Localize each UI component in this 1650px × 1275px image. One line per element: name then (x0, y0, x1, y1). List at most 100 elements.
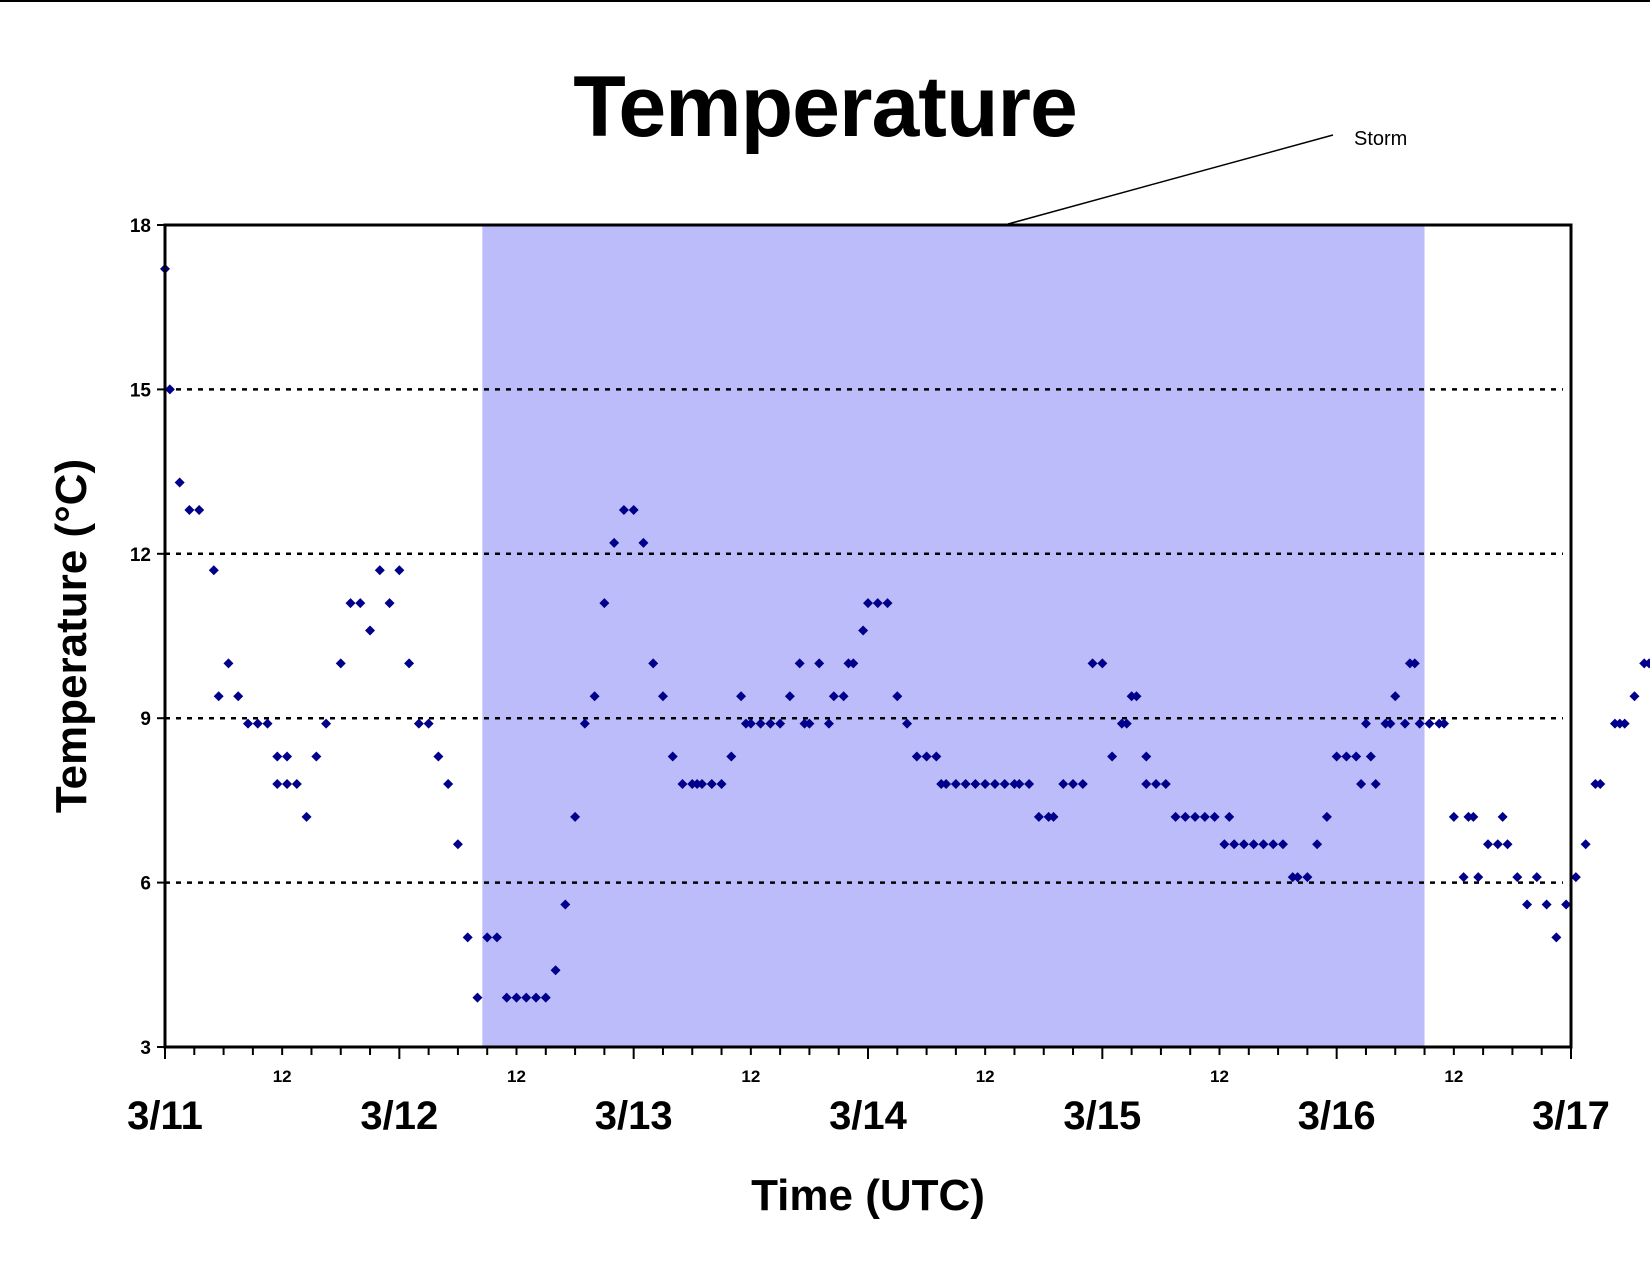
storm-annotation-label: Storm (1354, 128, 1407, 150)
data-point (272, 751, 283, 762)
data-point (443, 778, 454, 789)
data-point (911, 751, 922, 762)
data-point (1312, 839, 1323, 850)
data-point (1497, 811, 1508, 822)
x-minor-tick-label: 12 (976, 1067, 995, 1086)
data-point (1219, 839, 1230, 850)
shaded-regions (482, 225, 1425, 1047)
data-point (706, 778, 717, 789)
data-point (433, 751, 444, 762)
data-point (1033, 811, 1044, 822)
top-border-line (0, 0, 1650, 2)
data-point (194, 504, 205, 515)
storm-annotation: Storm (1007, 128, 1407, 225)
data-point (404, 658, 415, 669)
data-point (1048, 811, 1059, 822)
data-point (1561, 899, 1572, 910)
y-tick-label: 9 (140, 709, 151, 730)
data-point (1097, 658, 1108, 669)
data-point (1199, 811, 1210, 822)
x-date-label: 3/13 (595, 1094, 673, 1138)
data-point (1268, 839, 1279, 850)
data-point (1024, 778, 1035, 789)
x-axis: 12 12 12 12 12 12 3/11 3/12 3/13 3/14 3/15 3/16 3/17 (127, 1047, 1610, 1138)
data-point (1360, 718, 1371, 729)
data-point (1409, 658, 1420, 669)
data-point (1400, 718, 1411, 729)
data-point (1068, 778, 1079, 789)
x-date-label: 3/14 (829, 1094, 908, 1138)
data-point (599, 598, 610, 609)
data-point (452, 839, 463, 850)
data-point (872, 598, 883, 609)
data-point (863, 598, 873, 609)
y-tick-label: 18 (130, 216, 151, 237)
data-point (1331, 751, 1342, 762)
data-point (677, 778, 688, 789)
data-point (1170, 811, 1181, 822)
data-point (1341, 751, 1352, 762)
data-point (291, 778, 302, 789)
data-point (355, 598, 366, 609)
data-point (345, 598, 356, 609)
x-minor-tick-label: 12 (741, 1067, 760, 1086)
data-point (1424, 718, 1435, 729)
data-point (252, 718, 263, 729)
data-point (223, 658, 234, 669)
data-point (472, 992, 483, 1003)
data-point (745, 718, 756, 729)
x-minor-tick-label: 12 (273, 1067, 292, 1086)
data-point (335, 658, 346, 669)
x-axis-title: Time (UTC) (751, 1171, 985, 1220)
data-point (828, 691, 839, 702)
data-point (823, 718, 834, 729)
data-point (531, 992, 542, 1003)
data-point (282, 751, 293, 762)
data-point (1551, 932, 1562, 943)
data-point (184, 504, 195, 515)
data-point (1619, 718, 1630, 729)
data-point (1302, 872, 1313, 883)
data-point (848, 658, 859, 669)
data-point (1458, 872, 1469, 883)
y-tick-label: 6 (140, 874, 151, 895)
data-point (838, 691, 849, 702)
data-point (321, 718, 332, 729)
data-point (755, 718, 766, 729)
data-point (960, 778, 971, 789)
data-point (462, 932, 473, 943)
x-date-label: 3/16 (1298, 1094, 1376, 1138)
x-date-label: 3/11 (127, 1094, 203, 1138)
data-point (301, 811, 312, 822)
data-point (1570, 872, 1581, 883)
x-date-label: 3/17 (1532, 1094, 1610, 1138)
data-point (980, 778, 991, 789)
data-point (814, 658, 825, 669)
data-point (1190, 811, 1201, 822)
data-point (374, 565, 385, 576)
data-point (1209, 811, 1220, 822)
data-point (164, 384, 175, 395)
data-point (1224, 811, 1235, 822)
data-point (233, 691, 244, 702)
data-point (657, 691, 668, 702)
data-point (882, 598, 893, 609)
data-point (1248, 839, 1259, 850)
data-point (242, 718, 253, 729)
data-point (638, 537, 649, 548)
data-point (1077, 778, 1088, 789)
data-point (1468, 811, 1479, 822)
data-point (1522, 899, 1533, 910)
data-point (1141, 751, 1152, 762)
data-point (311, 751, 322, 762)
data-point (1356, 778, 1367, 789)
data-point (1448, 811, 1459, 822)
data-point (213, 691, 224, 702)
data-point (413, 718, 424, 729)
data-point (1370, 778, 1381, 789)
storm-shaded-region (482, 225, 1425, 1047)
data-point (989, 778, 1000, 789)
data-point (1292, 872, 1303, 883)
data-point (1131, 691, 1142, 702)
data-point (208, 565, 219, 576)
